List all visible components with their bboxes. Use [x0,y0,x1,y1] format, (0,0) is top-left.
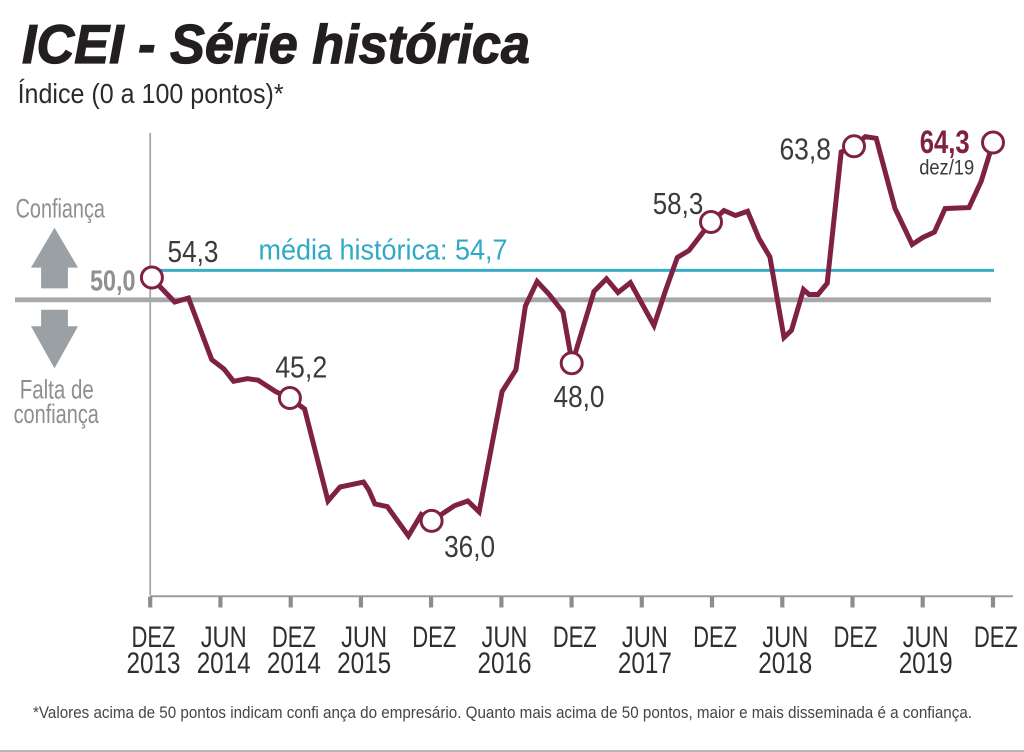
svg-text:*Valores acima de 50 pontos in: *Valores acima de 50 pontos indicam conf… [33,703,972,722]
svg-text:JUN: JUN [341,621,387,654]
svg-text:dez/19: dez/19 [919,156,974,180]
svg-text:63,8: 63,8 [779,131,831,166]
svg-text:64,3: 64,3 [920,124,970,160]
svg-text:45,2: 45,2 [275,350,327,385]
svg-text:2013: 2013 [127,647,181,680]
svg-text:DEZ: DEZ [834,621,878,654]
svg-text:DEZ: DEZ [272,621,316,654]
svg-text:2014: 2014 [267,647,321,680]
svg-text:50,0: 50,0 [90,266,136,298]
svg-text:ICEI - Série histórica: ICEI - Série histórica [22,13,530,75]
svg-text:Falta de: Falta de [20,374,94,404]
svg-text:2017: 2017 [618,647,672,680]
svg-text:DEZ: DEZ [132,621,176,654]
svg-text:DEZ: DEZ [412,621,456,654]
svg-text:DEZ: DEZ [693,621,737,654]
svg-text:2019: 2019 [899,647,953,680]
svg-text:58,3: 58,3 [653,186,704,221]
svg-text:2015: 2015 [337,647,391,680]
svg-text:2014: 2014 [197,647,251,680]
svg-text:JUN: JUN [903,621,949,654]
svg-text:JUN: JUN [201,621,247,654]
svg-text:JUN: JUN [482,621,528,654]
svg-text:JUN: JUN [622,621,668,654]
svg-text:JUN: JUN [762,621,808,654]
svg-text:confiança: confiança [14,399,100,429]
svg-text:54,3: 54,3 [168,234,219,269]
svg-text:Índice (0 a 100 pontos)*: Índice (0 a 100 pontos)* [18,78,284,109]
svg-text:média histórica: 54,7: média histórica: 54,7 [259,235,508,267]
svg-text:Confiança: Confiança [16,194,106,224]
svg-text:48,0: 48,0 [554,379,605,414]
svg-text:DEZ: DEZ [974,621,1018,654]
svg-text:2018: 2018 [758,647,812,680]
svg-text:36,0: 36,0 [444,529,495,564]
svg-text:2016: 2016 [478,647,532,680]
svg-text:DEZ: DEZ [553,621,597,654]
